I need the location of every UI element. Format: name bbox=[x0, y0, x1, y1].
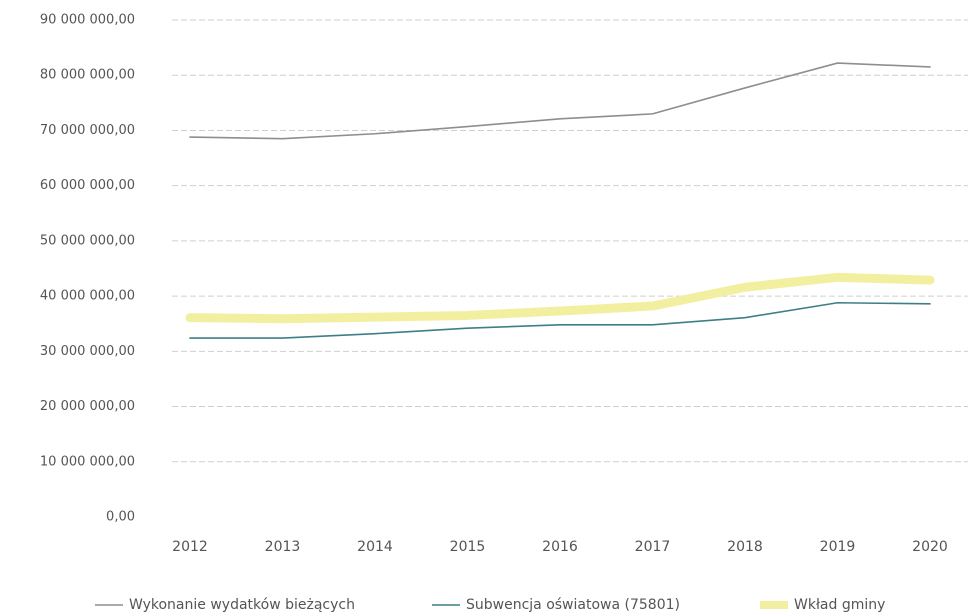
y-tick-label: 80 000 000,00 bbox=[40, 68, 135, 83]
x-tick-label: 2013 bbox=[265, 539, 301, 555]
y-tick-label: 60 000 000,00 bbox=[40, 178, 135, 193]
x-tick-label: 2019 bbox=[820, 539, 856, 555]
legend-label: Wkład gminy bbox=[794, 597, 885, 613]
x-tick-label: 2016 bbox=[542, 539, 578, 555]
x-tick-label: 2017 bbox=[635, 539, 671, 555]
series-line bbox=[189, 62, 931, 140]
legend-label: Subwencja oświatowa (75801) bbox=[466, 597, 680, 613]
x-tick-label: 2020 bbox=[912, 539, 948, 555]
series-line bbox=[189, 301, 931, 339]
series-line bbox=[185, 272, 935, 324]
x-tick-label: 2014 bbox=[357, 539, 393, 555]
x-tick-label: 2015 bbox=[450, 539, 486, 555]
y-tick-label: 10 000 000,00 bbox=[40, 454, 135, 469]
y-tick-label: 50 000 000,00 bbox=[40, 233, 135, 248]
y-tick-label: 40 000 000,00 bbox=[40, 289, 135, 304]
y-tick-label: 20 000 000,00 bbox=[40, 399, 135, 414]
y-tick-label: 70 000 000,00 bbox=[40, 123, 135, 138]
y-tick-label: 30 000 000,00 bbox=[40, 344, 135, 359]
y-tick-label: 0,00 bbox=[106, 510, 135, 525]
x-tick-label: 2012 bbox=[172, 539, 208, 555]
legend-label: Wykonanie wydatków bieżących bbox=[129, 597, 355, 613]
y-tick-label: 90 000 000,00 bbox=[40, 13, 135, 28]
x-tick-label: 2018 bbox=[727, 539, 763, 555]
